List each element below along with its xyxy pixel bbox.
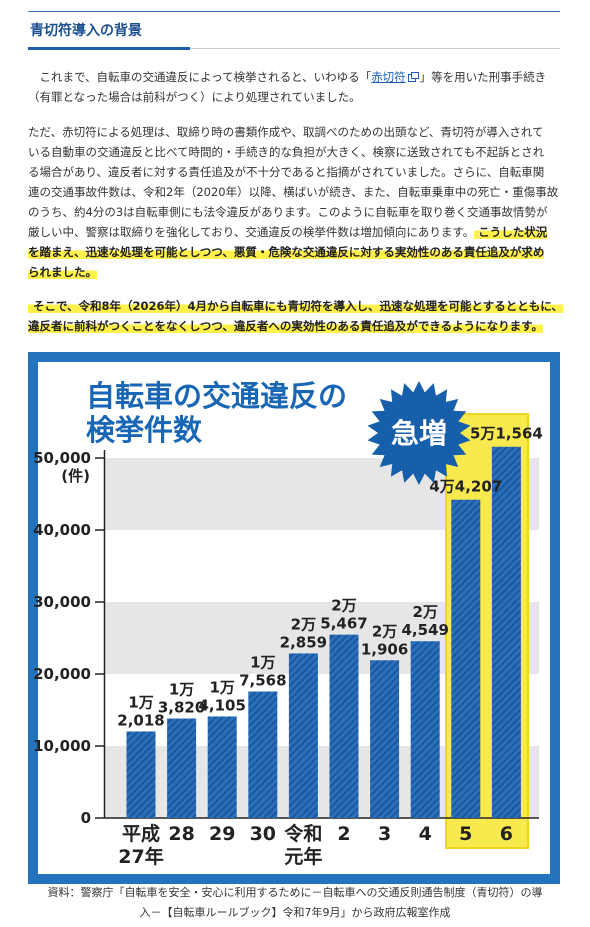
paragraph-line: ただ、赤切符による処理は、取締り時の書類作成や、取調べのための出頭など、青切符が… (28, 125, 544, 139)
bar-value-label: 5万1,564 (470, 425, 543, 443)
bar-value-label: 7,568 (239, 672, 286, 690)
caption-line: 入－【自転車ルールブック】令和7年9月」から政府広報室作成 (139, 906, 451, 919)
x-category-label: 4 (419, 823, 432, 845)
y-axis-unit: (件) (61, 467, 90, 485)
highlighted-text: を踏まえ、迅速な処理を可能としつつ、悪質・危険な交通違反に対する実効性のある責任… (28, 245, 545, 259)
y-tick-label: 0 (81, 809, 91, 827)
section-heading: 青切符導入の背景 (30, 23, 142, 39)
akakippu-link-text[interactable]: 赤切符 (371, 70, 406, 84)
akakippu-link[interactable]: 赤切符 (371, 70, 420, 84)
x-category-label: 令和 (284, 822, 322, 845)
highlighted-text: られました。 (28, 265, 97, 279)
x-category-label: 6 (500, 823, 513, 845)
paragraph-line: いる自動車の交通違反と比べて時間的・手続き的な負担が大きく、検察に送致されても不… (28, 145, 545, 159)
bar (248, 691, 278, 818)
paragraph-line: 連の交通事故件数は、令和2年（2020年）以降、横ばいが続き、また、自転車乗車中… (28, 185, 559, 199)
top-divider (28, 11, 560, 12)
paragraph-line: これまで、自転車の交通違反によって検挙されると、いわゆる「赤切符 」等を用いた刑事… (28, 67, 560, 87)
x-category-label: 5 (459, 823, 472, 845)
bar-value-label: 1万 (209, 678, 234, 696)
bar-value-label: 2万 (372, 622, 397, 640)
bar (451, 499, 481, 818)
bar-value-label: 4万4,207 (429, 478, 502, 496)
bar-value-label: 2,018 (117, 711, 164, 729)
bar-value-label: 5,467 (320, 615, 367, 633)
background-text: 厳しい中、警察は取締りを強化しており、交通違反の検挙件数は増加傾向にあります。 (28, 225, 475, 239)
bar-value-label: 2,859 (280, 633, 327, 651)
highlighted-text: 違反者に前科がつくことをなくしつつ、違反者への実効性のある責任追及ができるように… (28, 319, 543, 333)
surge-badge-text: 急増 (391, 417, 447, 450)
external-link-icon (407, 72, 419, 82)
bar-value-label: 2万 (331, 597, 356, 615)
bar-value-label: 1,906 (361, 640, 408, 658)
bar (329, 634, 359, 818)
bar-value-label: 1万 (128, 693, 153, 711)
bar-value-label: 2万 (291, 615, 316, 633)
bar-value-label: 1万 (169, 680, 194, 698)
x-category-label: 30 (250, 823, 276, 845)
intro-text: これまで、自転車の交通違反によって検挙されると、いわゆる「 (39, 70, 372, 84)
violation-count-chart: 0 10,000 20,000 30,000 40,000 50,000 自転車の交通違反… (28, 352, 560, 884)
y-tick-label: 10,000 (33, 737, 91, 755)
surge-badge-starburst (367, 381, 471, 485)
paragraph-line: そこで、令和8年（2026年）4月から自転車にも青切符を導入し、迅速な処理を可能… (28, 296, 563, 316)
x-category-label: 29 (209, 823, 235, 845)
y-tick-label: 30,000 (33, 593, 91, 611)
intro-paragraph: これまで、自転車の交通違反によって検挙されると、いわゆる「赤切符 」等を用いた刑事… (28, 67, 560, 107)
highlighted-text: そこで、令和8年（2026年）4月から自転車にも青切符を導入し、迅速な処理を可能… (28, 299, 563, 313)
chart-title-line: 検挙件数 (86, 413, 203, 447)
paragraph-line: る場合があり、違反者に対する責任追及が不十分であると指摘がされていました。さらに… (28, 165, 545, 179)
bar (491, 446, 521, 818)
bar-value-label: 4,105 (198, 696, 245, 714)
bar (288, 653, 318, 818)
bar (370, 660, 400, 818)
paragraph-line: を踏まえ、迅速な処理を可能としつつ、悪質・危険な交通違反に対する実効性のある責任… (28, 242, 560, 262)
bar (126, 731, 156, 818)
y-tick-label: 20,000 (33, 665, 91, 683)
paragraph-line: 違反者に前科がつくことをなくしつつ、違反者への実効性のある責任追及ができるように… (28, 316, 560, 336)
introduction-paragraph: そこで、令和8年（2026年）4月から自転車にも青切符を導入し、迅速な処理を可能… (28, 296, 563, 336)
background-paragraph: ただ、赤切符による処理は、取締り時の書類作成や、取調べのための出頭など、青切符が… (28, 122, 560, 282)
y-tick-label: 40,000 (33, 521, 91, 539)
bar-value-label: 4,549 (401, 621, 448, 639)
bar (207, 716, 237, 818)
bar (410, 641, 440, 818)
bar-value-label: 2万 (412, 603, 437, 621)
bar-value-label: 3,820 (158, 698, 205, 716)
bar-value-label: 1万 (250, 654, 275, 672)
caption-line: 資料：警察庁「自転車を安全・安心に利用するために－自転車への交通反則通告制度（青… (47, 886, 543, 899)
x-category-label: 27年 (118, 845, 163, 868)
x-category-label: 2 (337, 823, 350, 845)
paragraph-line: （有罪となった場合は前科がつく）により処理されていました。 (28, 90, 361, 104)
paragraph-line: のうち、約4分の3は自転車側にも法令違反があります。このように自転車を取り巻く交… (28, 205, 548, 219)
chart-title-line: 自転車の交通違反の (86, 379, 347, 413)
heading-underline (28, 48, 560, 49)
paragraph-line: 厳しい中、警察は取締りを強化しており、交通違反の検挙件数は増加傾向にあります。こ… (28, 222, 560, 242)
x-category-label: 3 (378, 823, 391, 845)
bar (167, 718, 197, 818)
x-category-label: 28 (168, 823, 194, 845)
highlighted-text: こうした状況 (474, 225, 548, 239)
x-category-label: 元年 (284, 845, 322, 868)
x-category-label: 平成 (122, 822, 160, 845)
y-tick-label: 50,000 (33, 449, 91, 467)
intro-text: 」等を用いた刑事手続き (419, 70, 547, 84)
chart-source-caption: 資料：警察庁「自転車を安全・安心に利用するために－自転車への交通反則通告制度（青… (0, 883, 590, 923)
paragraph-line: られました。 (28, 262, 560, 282)
heading-underline-accent (28, 47, 190, 50)
